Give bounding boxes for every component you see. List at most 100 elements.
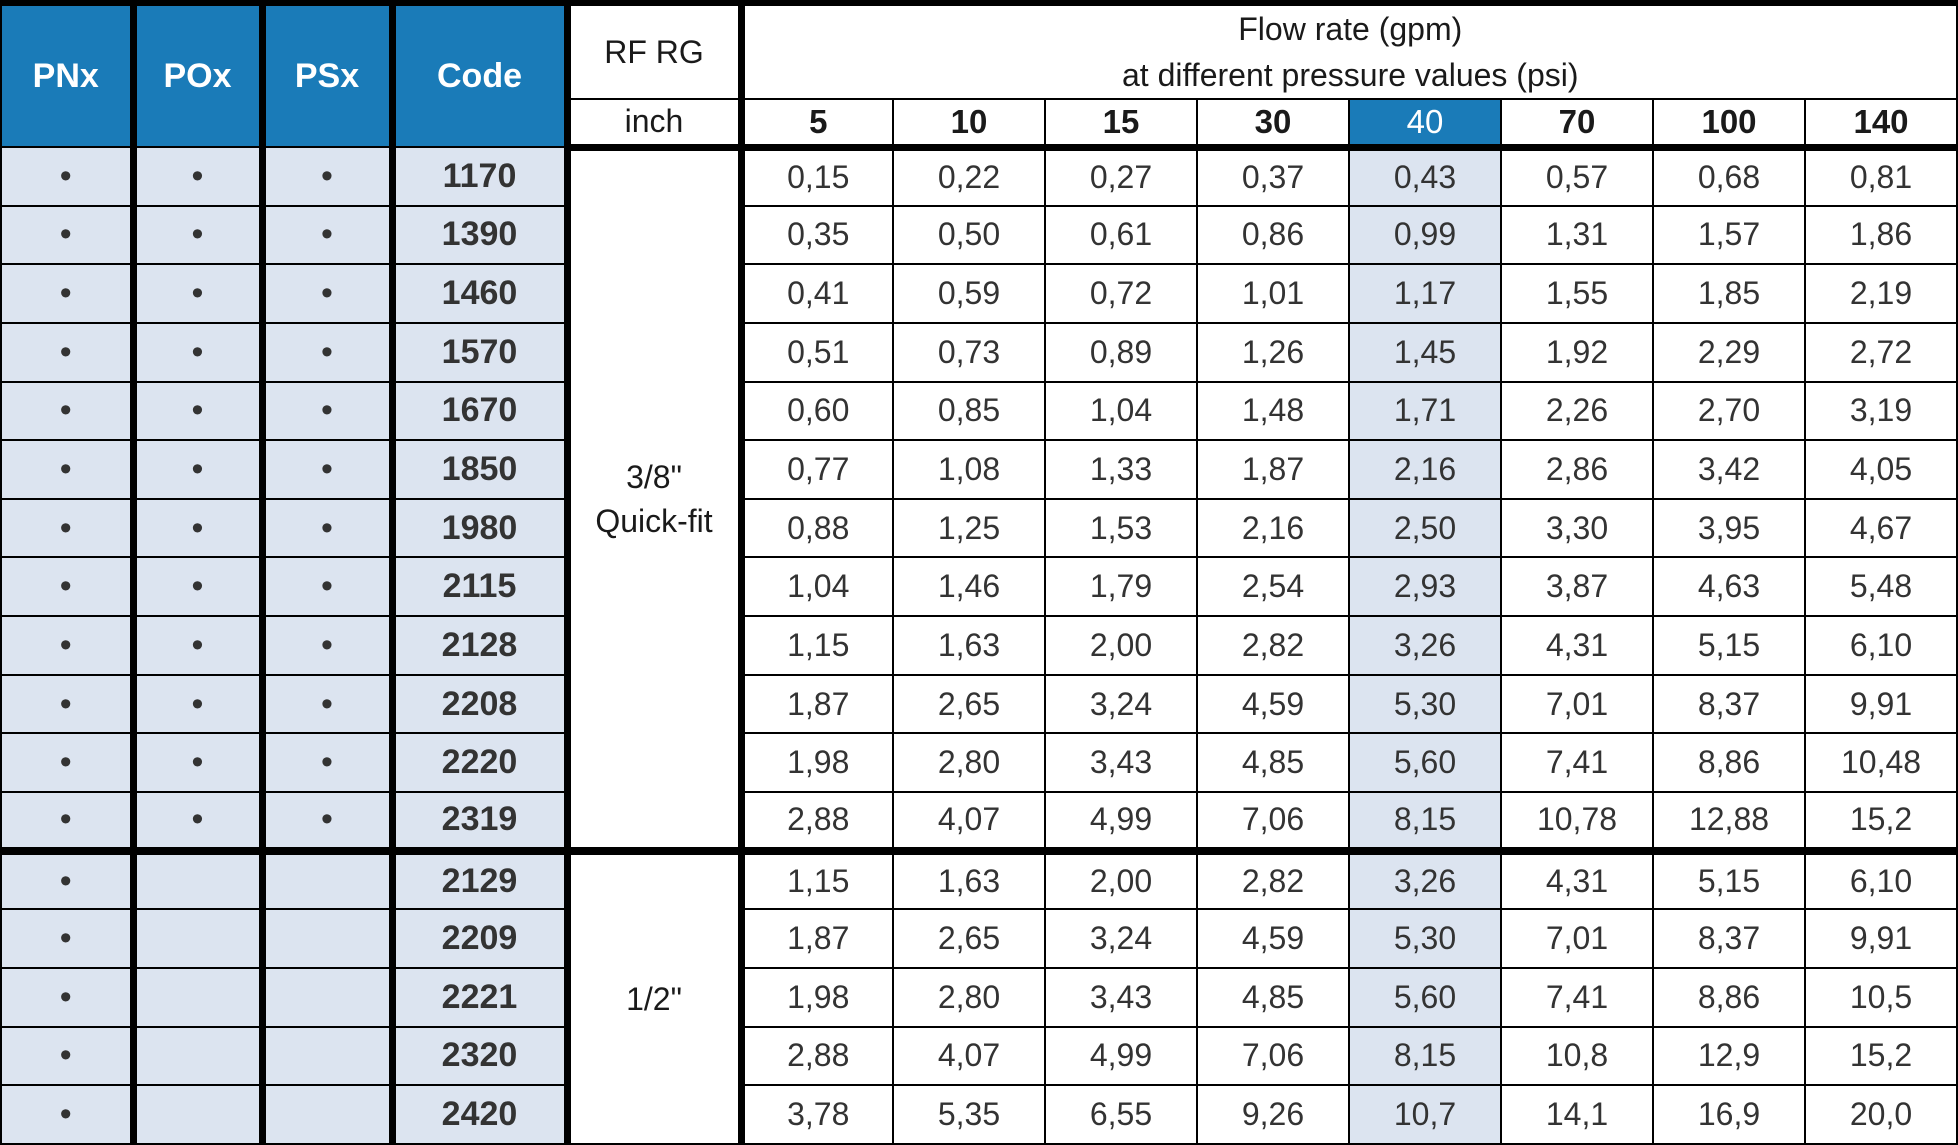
- flow-value: 0,35: [740, 204, 894, 266]
- pnx-header: PNx: [0, 0, 137, 148]
- code-cell: 2115: [391, 556, 571, 618]
- header-row-2: inch 5 10 15 30 40 70 100 140: [1, 98, 1958, 151]
- flow-value: 7,01: [1500, 908, 1654, 969]
- table-row: • 2221 1,98 2,80 3,43 4,85 5,60 7,41 8,86 10,5: [0, 966, 1958, 1028]
- table-row: • • • 1850 0,77 1,08 1,33 1,87 2,16 2,86 3,42 4,05: [0, 439, 1958, 500]
- flow-value-highlighted: 5,60: [1348, 732, 1502, 794]
- flow-value: 12,9: [1652, 1025, 1806, 1087]
- code-cell: 1670: [391, 380, 571, 442]
- flow-value: 2,82: [1196, 615, 1350, 676]
- flow-value: 0,81: [1803, 146, 1958, 207]
- flow-value: 3,87: [1500, 556, 1654, 618]
- code-cell: 2221: [391, 966, 571, 1028]
- flow-value: 0,59: [892, 263, 1046, 324]
- flow-value: 9,26: [1196, 1084, 1350, 1145]
- flow-value: 6,55: [1044, 1084, 1198, 1145]
- flow-value: 4,59: [1196, 673, 1350, 735]
- psx-cell: •: [261, 615, 396, 676]
- pnx-cell: •: [0, 673, 137, 735]
- pnx-cell: •: [0, 615, 137, 676]
- flow-value: 15,2: [1803, 1025, 1958, 1087]
- psx-cell: •: [261, 556, 396, 618]
- flow-value: 8,86: [1652, 732, 1806, 794]
- flow-value: 8,37: [1652, 673, 1806, 735]
- pox-cell: [132, 846, 266, 911]
- code-cell: 1390: [391, 204, 571, 266]
- flow-value: 6,10: [1803, 615, 1958, 676]
- flow-value: 2,86: [1500, 439, 1654, 500]
- flow-value: 8,86: [1652, 966, 1806, 1028]
- pox-cell: [132, 908, 266, 969]
- pressure-header: 5: [740, 98, 894, 151]
- flow-value: 1,79: [1044, 556, 1198, 618]
- flow-value: 4,85: [1196, 966, 1350, 1028]
- flow-value: 7,41: [1500, 732, 1654, 794]
- pox-cell: •: [132, 263, 266, 324]
- flow-value: 3,24: [1044, 908, 1198, 969]
- pnx-cell: •: [0, 263, 137, 324]
- flow-value: 2,70: [1652, 380, 1806, 442]
- pnx-cell: •: [0, 556, 137, 618]
- flow-value: 0,37: [1196, 146, 1350, 207]
- code-header: Code: [391, 0, 571, 148]
- table-row: • 2320 2,88 4,07 4,99 7,06 8,15 10,8 12,9 15,2: [0, 1025, 1958, 1087]
- code-cell: 1980: [391, 497, 571, 559]
- flow-value: 0,51: [740, 321, 894, 383]
- pox-cell: •: [132, 497, 266, 559]
- pox-cell: •: [132, 321, 266, 383]
- flow-value: 2,82: [1196, 846, 1350, 911]
- pox-cell: •: [132, 615, 266, 676]
- flow-value: 4,31: [1500, 615, 1654, 676]
- flow-value: 0,61: [1044, 204, 1198, 266]
- pnx-cell: •: [0, 908, 137, 969]
- flow-value: 0,85: [892, 380, 1046, 442]
- flow-value: 6,10: [1803, 846, 1958, 911]
- flow-value: 5,35: [892, 1084, 1046, 1145]
- pnx-cell: •: [0, 1084, 137, 1145]
- connection-size-cell: 3/8" Quick-fit: [566, 146, 745, 852]
- flow-value: 4,07: [892, 1025, 1046, 1087]
- flow-value: 1,98: [740, 966, 894, 1028]
- pox-cell: •: [132, 204, 266, 266]
- flow-value: 4,99: [1044, 1025, 1198, 1087]
- flow-value: 0,27: [1044, 146, 1198, 207]
- flow-rate-header: Flow rate (gpm) at different pressure va…: [739, 0, 1958, 100]
- flow-value: 1,92: [1500, 321, 1654, 383]
- pnx-cell: •: [0, 497, 137, 559]
- pox-cell: •: [132, 732, 266, 794]
- code-cell: 1570: [391, 321, 571, 383]
- table-row: • • • 2208 1,87 2,65 3,24 4,59 5,30 7,01 8,37 9,91: [0, 673, 1958, 735]
- flow-value-highlighted: 2,50: [1348, 497, 1502, 559]
- flow-value: 1,25: [892, 497, 1046, 559]
- pnx-cell: •: [0, 146, 137, 207]
- table-row: • • • 2319 2,88 4,07 4,99 7,06 8,15 10,78 12,88 15,…: [0, 791, 1958, 852]
- table-row: • • • 1390 0,35 0,50 0,61 0,86 0,99 1,31 1,57 1,86: [0, 204, 1958, 266]
- flow-value: 5,15: [1652, 615, 1806, 676]
- psx-cell: •: [261, 439, 396, 500]
- psx-cell: [261, 846, 396, 911]
- pox-header: POx: [132, 0, 266, 148]
- flow-value: 10,78: [1500, 791, 1654, 852]
- flow-value: 1,46: [892, 556, 1046, 618]
- flow-value: 3,30: [1500, 497, 1654, 559]
- flow-value: 8,37: [1652, 908, 1806, 969]
- table-row: • • • 2128 1,15 1,63 2,00 2,82 3,26 4,31 5,15 6,10: [0, 615, 1958, 676]
- flow-value: 2,26: [1500, 380, 1654, 442]
- psx-cell: [261, 1084, 396, 1145]
- flow-value: 4,67: [1803, 497, 1958, 559]
- flow-value: 2,29: [1652, 321, 1806, 383]
- pressure-header: 70: [1500, 98, 1654, 151]
- flow-value-highlighted: 3,26: [1348, 846, 1502, 911]
- code-cell: 2128: [391, 615, 571, 676]
- psx-cell: •: [261, 146, 396, 207]
- code-cell: 2320: [391, 1025, 571, 1087]
- pox-cell: [132, 1084, 266, 1145]
- flow-value: 16,9: [1652, 1084, 1806, 1145]
- pox-cell: •: [132, 146, 266, 207]
- flow-value: 4,31: [1500, 846, 1654, 911]
- table-row: • • • 1570 0,51 0,73 0,89 1,26 1,45 1,92 2,29 2,72: [0, 321, 1958, 383]
- psx-cell: •: [261, 321, 396, 383]
- pnx-cell: •: [0, 966, 137, 1028]
- flow-value: 2,65: [892, 673, 1046, 735]
- table-row: • 2129 1/2" 1,15 1,63 2,00 2,82 3,26 4,31 5,15 6,1…: [0, 846, 1958, 1145]
